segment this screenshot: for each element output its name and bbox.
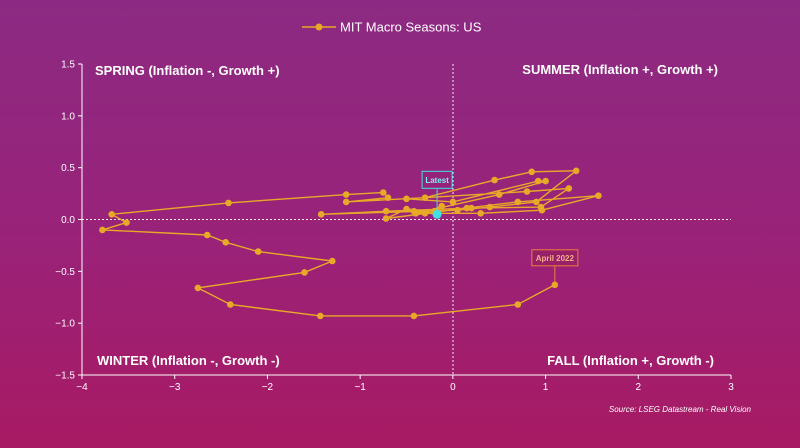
series-point[interactable]	[542, 177, 549, 185]
series-point[interactable]	[317, 312, 324, 320]
series-point[interactable]	[342, 191, 350, 198]
x-tick-label: −1	[354, 382, 366, 393]
series-point[interactable]	[225, 199, 232, 207]
series-point[interactable]	[382, 207, 390, 215]
series-point[interactable]	[123, 219, 130, 226]
series-point[interactable]	[342, 198, 350, 206]
x-tick-label: 1	[543, 382, 549, 393]
series-point[interactable]	[222, 239, 229, 246]
x-tick-label: 3	[728, 382, 734, 393]
series-point[interactable]	[533, 198, 540, 206]
series-point[interactable]	[227, 301, 234, 308]
series-point[interactable]	[477, 210, 485, 217]
source-note: Source: LSEG Datastream - Real Vision	[609, 405, 752, 414]
series-point[interactable]	[403, 205, 410, 213]
series-point[interactable]	[486, 203, 494, 211]
legend-label: MIT Macro Seasons: US	[340, 20, 482, 35]
series-point[interactable]	[108, 211, 115, 218]
series-point[interactable]	[403, 195, 410, 203]
x-tick-label: 0	[450, 382, 456, 393]
series-point[interactable]	[380, 189, 387, 196]
x-tick-label: −4	[76, 382, 88, 393]
legend-marker-swatch	[315, 23, 323, 31]
y-tick-label: 0.5	[61, 163, 75, 174]
series-point[interactable]	[454, 206, 461, 214]
series-point[interactable]	[421, 194, 429, 201]
series-point[interactable]	[329, 257, 336, 265]
series-point[interactable]	[99, 226, 106, 234]
start-label: April 2022	[536, 254, 575, 263]
series-points	[99, 167, 602, 320]
series-point[interactable]	[595, 192, 602, 199]
series-point[interactable]	[194, 284, 202, 292]
series-point[interactable]	[421, 210, 429, 217]
series-point[interactable]	[565, 185, 573, 192]
series-point[interactable]	[538, 206, 546, 214]
quadrant-label-winter: WINTER (Inflation -, Growth -)	[97, 353, 280, 368]
series-point[interactable]	[491, 176, 498, 184]
x-axis-ticks: −4 −3 −2 −1 0 1 2 3	[76, 375, 734, 393]
series-point[interactable]	[523, 188, 531, 195]
latest-label: Latest	[425, 176, 449, 185]
series-point[interactable]	[301, 269, 308, 276]
latest-point[interactable]	[432, 209, 442, 219]
quadrant-label-spring: SPRING (Inflation -, Growth +)	[95, 63, 280, 78]
series-point[interactable]	[410, 312, 418, 320]
y-tick-label: −1.5	[55, 371, 75, 382]
series-point[interactable]	[468, 204, 475, 212]
quadrant-label-summer: SUMMER (Inflation +, Growth +)	[522, 62, 718, 77]
y-tick-label: 0.0	[61, 215, 75, 226]
x-tick-label: −3	[169, 382, 181, 393]
y-tick-label: 1.0	[61, 111, 75, 122]
latest-annotation: Latest	[421, 170, 453, 219]
series-point[interactable]	[572, 167, 580, 175]
series-point[interactable]	[203, 231, 211, 239]
series-point[interactable]	[514, 301, 522, 308]
latest-label-box	[421, 170, 453, 189]
series-point[interactable]	[317, 211, 325, 218]
legend[interactable]: MIT Macro Seasons: US	[302, 20, 482, 35]
series-point[interactable]	[384, 194, 392, 201]
series-point[interactable]	[495, 191, 503, 198]
start-annotation: April 2022	[531, 249, 579, 282]
y-tick-label: −1.0	[55, 319, 75, 330]
series-point[interactable]	[382, 215, 390, 222]
series-point[interactable]	[463, 204, 471, 212]
series-point[interactable]	[528, 168, 535, 176]
x-tick-label: 2	[636, 382, 642, 393]
y-axis-ticks: −1.5 −1.0 −0.5 0.0 0.5 1.0 1.5	[55, 60, 82, 382]
series-point[interactable]	[438, 202, 446, 210]
y-tick-label: 1.5	[61, 60, 75, 71]
series-point[interactable]	[449, 198, 457, 206]
y-tick-label: −0.5	[55, 267, 75, 278]
series-point[interactable]	[551, 281, 559, 289]
series-point[interactable]	[254, 248, 262, 255]
series-point[interactable]	[410, 207, 418, 215]
series-point[interactable]	[514, 198, 522, 206]
quadrant-label-fall: FALL (Inflation +, Growth -)	[547, 353, 714, 368]
series-point[interactable]	[534, 177, 542, 185]
x-tick-label: −2	[262, 382, 274, 393]
start-label-box	[531, 249, 579, 267]
